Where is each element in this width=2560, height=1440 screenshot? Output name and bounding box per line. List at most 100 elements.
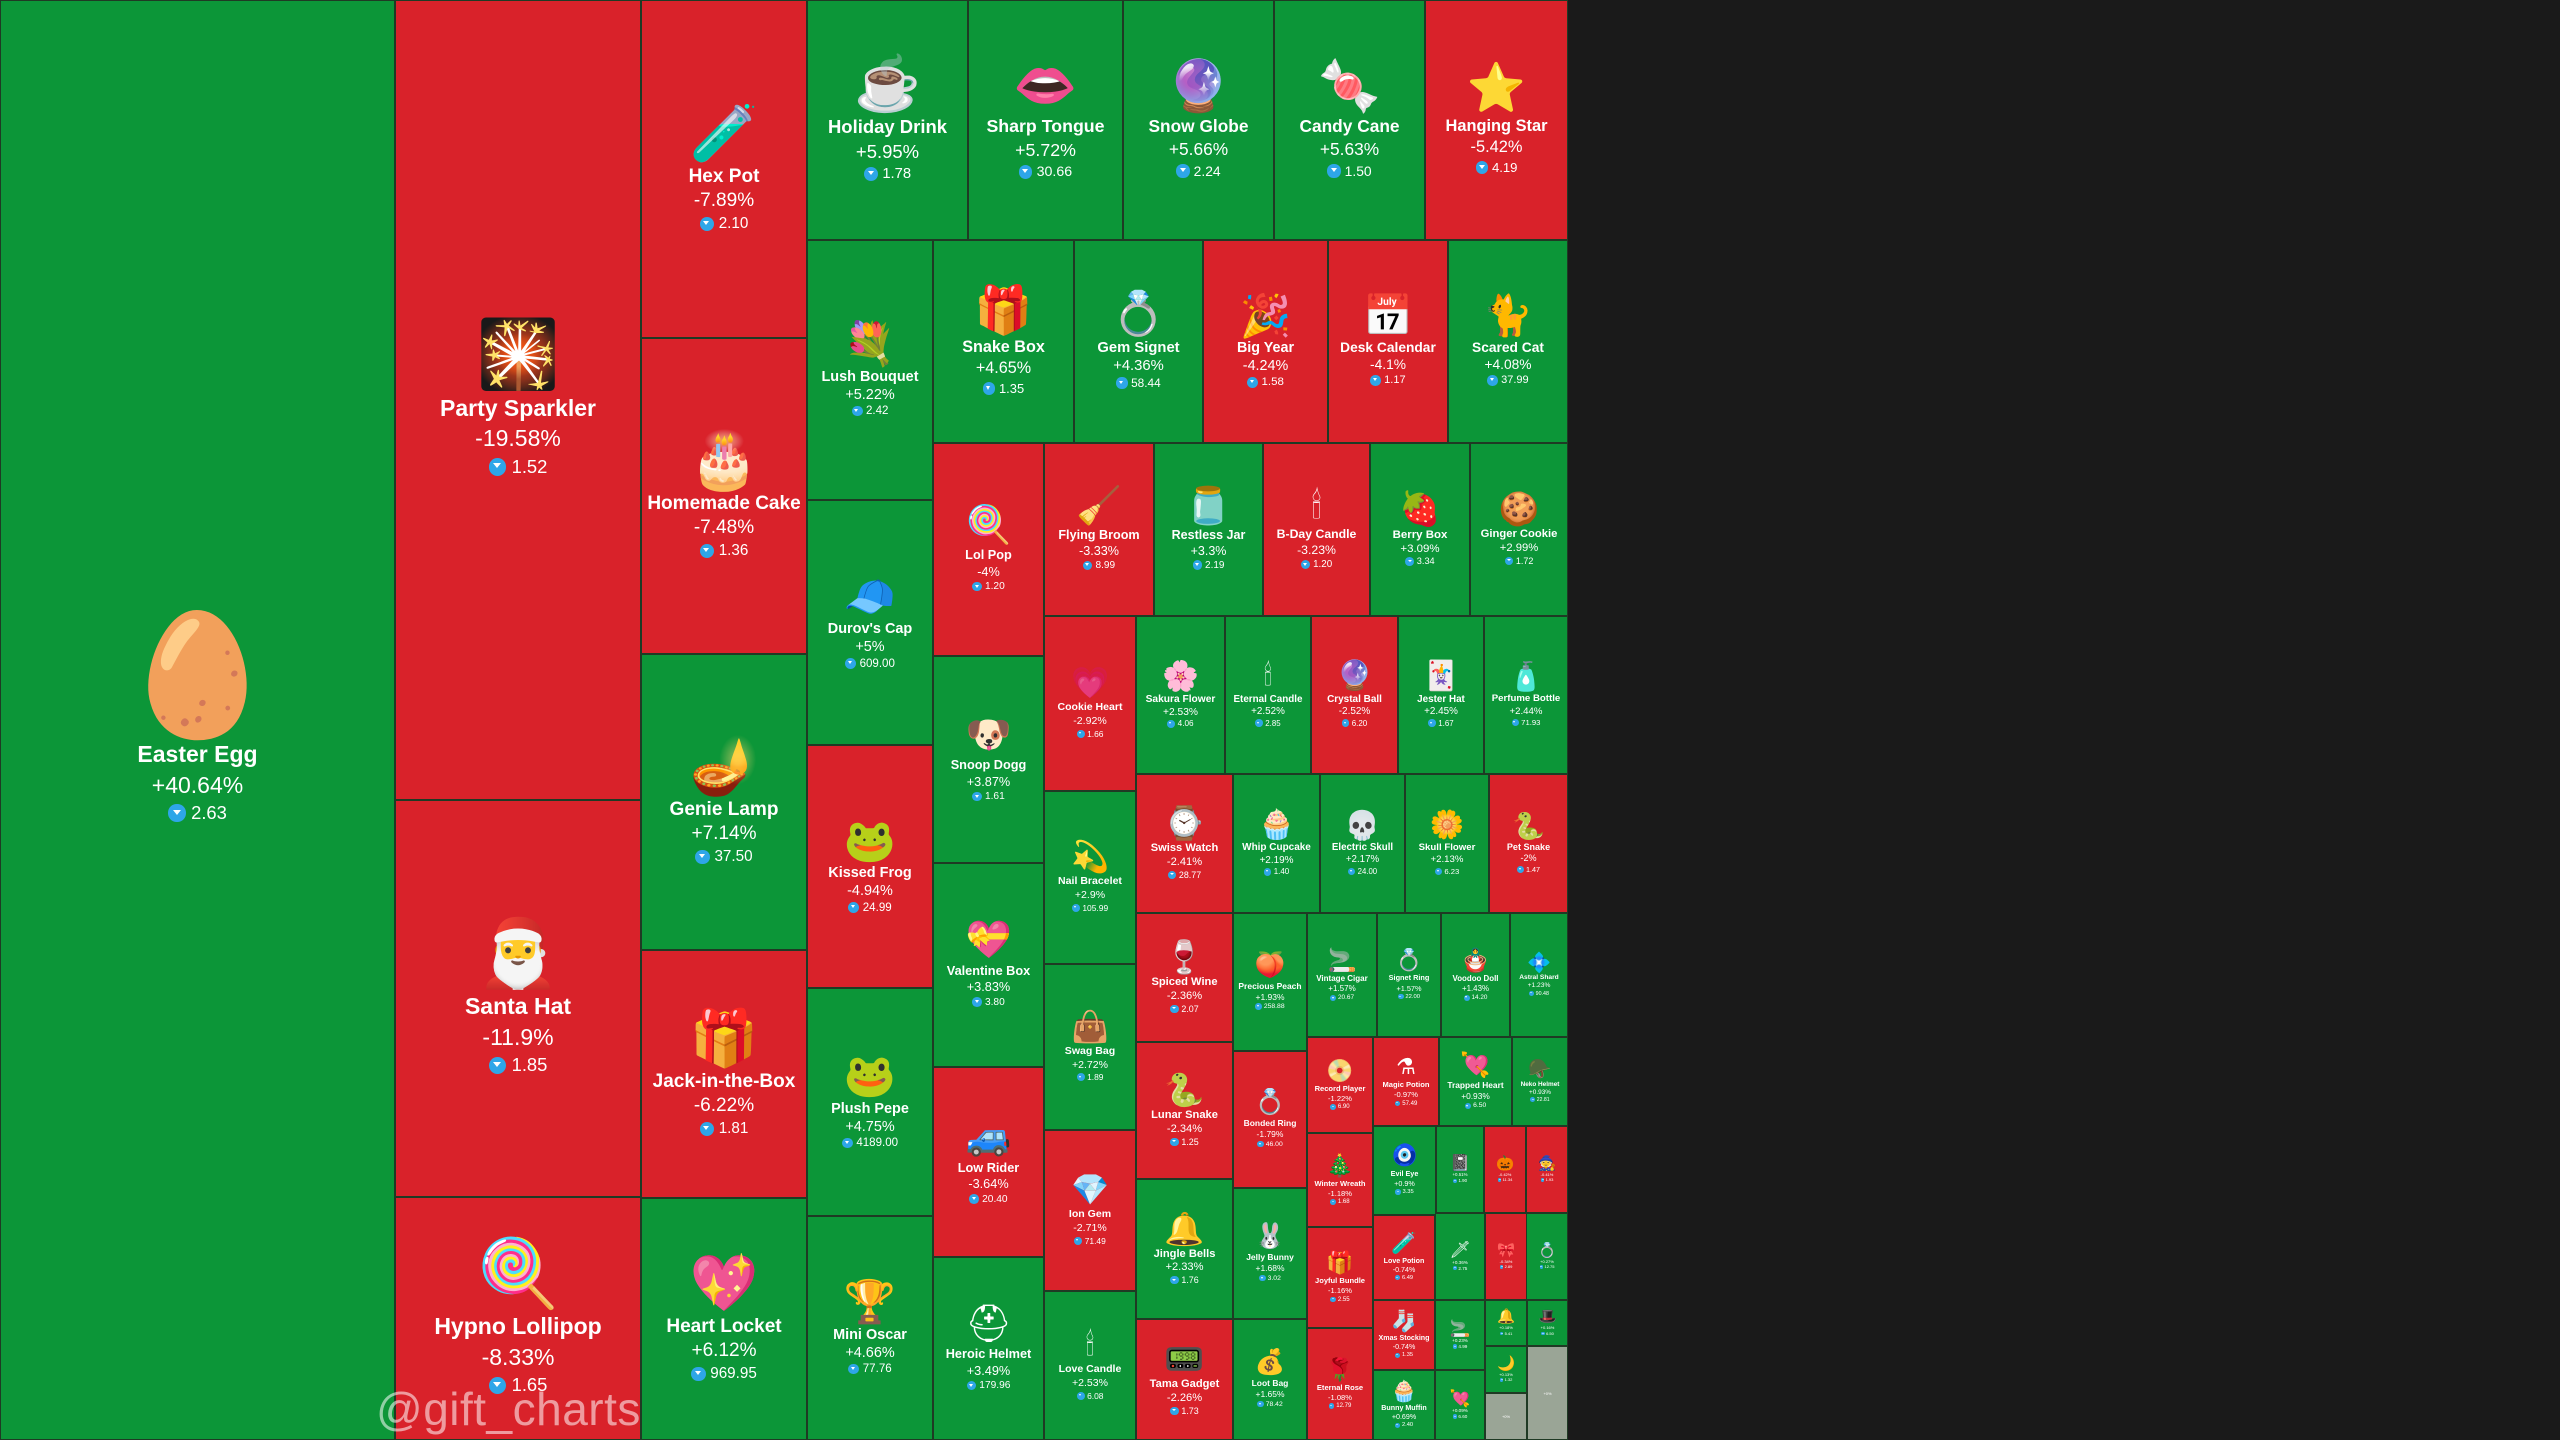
tile-low-rider: 🚙 Low Rider -3.64% 20.40 — [933, 1067, 1044, 1257]
love-candle-price-value: 6.08 — [1087, 1390, 1104, 1401]
ton-diamond-icon — [1497, 1178, 1502, 1182]
perfume-bottle-change: +2.44% — [1509, 705, 1543, 717]
swiss-watch-change: -2.41% — [1166, 855, 1203, 868]
gem-signet-price-value: 58.44 — [1131, 376, 1161, 391]
tile-loot-bag: 💰 Loot Bag +1.65% 78.42 — [1233, 1319, 1307, 1440]
tile-snake-box: 🎁 Snake Box +4.65% 1.35 — [933, 240, 1074, 443]
homemade-cake-price-value: 1.36 — [718, 542, 749, 560]
diamond-ring-change: +0.27% — [1540, 1258, 1554, 1264]
tile-skull-flower: 🌼 Skull Flower +2.13% 6.23 — [1405, 774, 1489, 913]
b-day-candle-icon: 🕯 — [1311, 485, 1322, 526]
ton-diamond-icon — [1394, 1275, 1401, 1281]
hanging-star-icon: ⭐ — [1466, 62, 1527, 116]
lunar-snake-change: -2.34% — [1166, 1122, 1203, 1135]
holiday-drink-change: +5.95% — [855, 141, 920, 162]
restless-jar-change: +3.3% — [1190, 543, 1227, 558]
heroic-helmet-name: Heroic Helmet — [945, 1346, 1032, 1362]
diamond-ring-price-value: 12.75 — [1544, 1264, 1555, 1270]
jester-hat-price-value: 1.67 — [1438, 718, 1454, 728]
plush-pepe-icon: 🐸 — [843, 1052, 897, 1099]
plush-pepe-price-value: 4189.00 — [856, 1137, 899, 1149]
tile-snoop-dogg: 🐶 Snoop Dogg +3.87% 1.61 — [933, 656, 1044, 863]
big-year-change: -4.24% — [1242, 358, 1289, 375]
xmas-stocking-price-value: 1.35 — [1402, 1352, 1414, 1359]
valentine-box-name: Valentine Box — [946, 962, 1031, 978]
snow-globe-name: Snow Globe — [1148, 115, 1249, 136]
eternal-candle-price-value: 2.85 — [1265, 718, 1281, 728]
ton-diamond-icon — [1499, 1265, 1504, 1269]
tile-durov-s-cap: 🧢 Durov's Cap +5% 609.00 — [807, 500, 933, 745]
loot-bag-price: 78.42 — [1257, 1400, 1283, 1408]
sleigh-bell-icon: 🔔 — [1496, 1309, 1516, 1326]
crystal-ball-change: -2.52% — [1338, 706, 1371, 718]
swag-bag-icon: 👜 — [1070, 1009, 1110, 1044]
jingle-bells-price-value: 1.76 — [1181, 1275, 1199, 1286]
hex-pot-icon: 🧪 — [689, 101, 759, 164]
hex-pot-price: 2.10 — [699, 215, 748, 232]
easter-egg-icon: 🥚 — [123, 608, 272, 742]
ton-diamond-icon — [1463, 994, 1470, 1001]
winter-wreath-change: -1.18% — [1328, 1188, 1352, 1198]
snake-box-name: Snake Box — [962, 337, 1045, 356]
hanging-star-price: 4.19 — [1475, 160, 1517, 175]
tile-santa-hat: 🎅 Santa Hat -11.9% 1.85 — [395, 800, 641, 1197]
spiced-wine-icon: 🍷 — [1164, 939, 1205, 976]
voodoo-doll-change: +1.43% — [1461, 983, 1490, 993]
tile-top-hat: 🎩Top Hat+0.16%6.50 — [1527, 1300, 1568, 1346]
eternal-candle-change: +2.52% — [1251, 705, 1285, 717]
ton-diamond-icon — [488, 1376, 507, 1395]
tile-bonded-ring: 💍 Bonded Ring -1.79% 46.00 — [1233, 1051, 1307, 1188]
sharp-tongue-icon: 👄 — [1013, 56, 1078, 115]
tile-love-candle: 🕯 Love Candle +2.53% 6.08 — [1044, 1291, 1136, 1440]
trapped-heart-price-value: 6.50 — [1473, 1102, 1487, 1110]
ton-diamond-icon — [1394, 1100, 1401, 1107]
ton-diamond-icon — [1452, 1344, 1458, 1349]
ton-diamond-icon — [1259, 1274, 1266, 1282]
tile-heart-locket: 💖 Heart Locket +6.12% 969.95 — [641, 1198, 807, 1440]
love-potion-icon: 🧪 — [1391, 1232, 1417, 1256]
snoop-cigar-price: 4.99 — [1452, 1344, 1467, 1349]
top-hat-change: +0.16% — [1540, 1325, 1555, 1331]
eternal-candle-price: 2.85 — [1255, 718, 1281, 728]
candy-cane-price-value: 1.50 — [1344, 162, 1372, 179]
mad-pumpkin-price-value: 11.34 — [1502, 1177, 1513, 1183]
neko-helmet-name: Neko Helmet — [1520, 1080, 1560, 1088]
tile-gem-signet: 💍 Gem Signet +4.36% 58.44 — [1074, 240, 1203, 443]
jack-in-the-box-icon: 🎁 — [689, 1006, 759, 1069]
santa-hat-name: Santa Hat — [464, 993, 572, 1020]
santa-hat-change: -11.9% — [482, 1023, 554, 1050]
ton-diamond-icon — [1257, 1140, 1264, 1148]
ton-diamond-icon — [1452, 1178, 1458, 1183]
berry-box-name: Berry Box — [1392, 528, 1448, 541]
love-potion-name: Love Potion — [1383, 1256, 1425, 1265]
ton-diamond-icon — [1257, 1400, 1264, 1408]
ton-diamond-icon — [488, 1056, 507, 1075]
pet-snake-price-value: 1.47 — [1525, 864, 1541, 874]
low-rider-icon: 🚙 — [965, 1116, 1012, 1158]
moonlight-mpe-icon: 🌙 — [1496, 1355, 1516, 1372]
snake-box-icon: 🎁 — [974, 284, 1033, 337]
ton-diamond-icon — [972, 581, 982, 592]
joyful-bundle-icon: 🎁 — [1326, 1250, 1354, 1276]
tile-sleigh-bell: 🔔Sleigh Bell+0.18%5.41 — [1485, 1300, 1527, 1346]
ton-diamond-icon — [699, 1121, 715, 1137]
astral-shard-icon: 💠 — [1526, 952, 1552, 974]
scared-cat-price: 37.99 — [1487, 374, 1529, 386]
magic-potion-change: -0.97% — [1394, 1090, 1418, 1100]
winter-wreath-icon: 🎄 — [1326, 1152, 1354, 1178]
ton-diamond-icon — [1464, 1102, 1472, 1110]
bunny-muffin-change: +0.69% — [1391, 1413, 1417, 1422]
bunny-muffin-name: Bunny Muffin — [1381, 1404, 1427, 1413]
tile-love-potion: 🧪 Love Potion -0.74% 6.49 — [1373, 1215, 1435, 1300]
durov-s-cap-icon: 🧢 — [843, 572, 897, 620]
ton-diamond-icon — [1504, 556, 1514, 566]
valentine-box-price: 3.80 — [972, 997, 1005, 1008]
ton-diamond-icon — [1341, 719, 1350, 728]
hypno-lollipop-icon: 🍭 — [476, 1236, 560, 1311]
tile-spiced-wine: 🍷 Spiced Wine -2.36% 2.07 — [1136, 913, 1233, 1042]
whip-cupcake-price: 1.40 — [1263, 867, 1289, 876]
big-year-icon: 🎉 — [1239, 291, 1292, 339]
ton-diamond-icon — [1329, 994, 1337, 1001]
kissed-frog-price: 24.99 — [848, 902, 892, 914]
joyful-bundle-price: 2.55 — [1330, 1297, 1350, 1303]
